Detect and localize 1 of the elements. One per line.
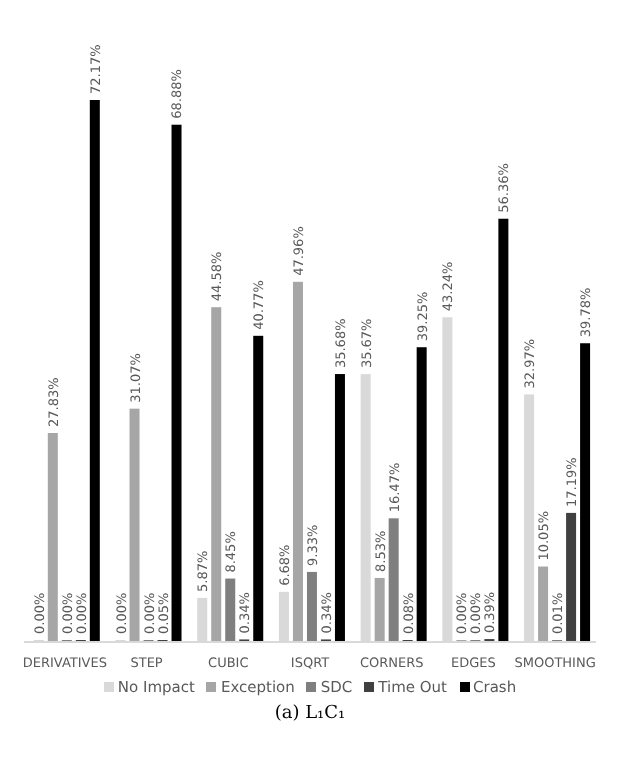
text: (a) L₁C₁ [272,704,348,724]
